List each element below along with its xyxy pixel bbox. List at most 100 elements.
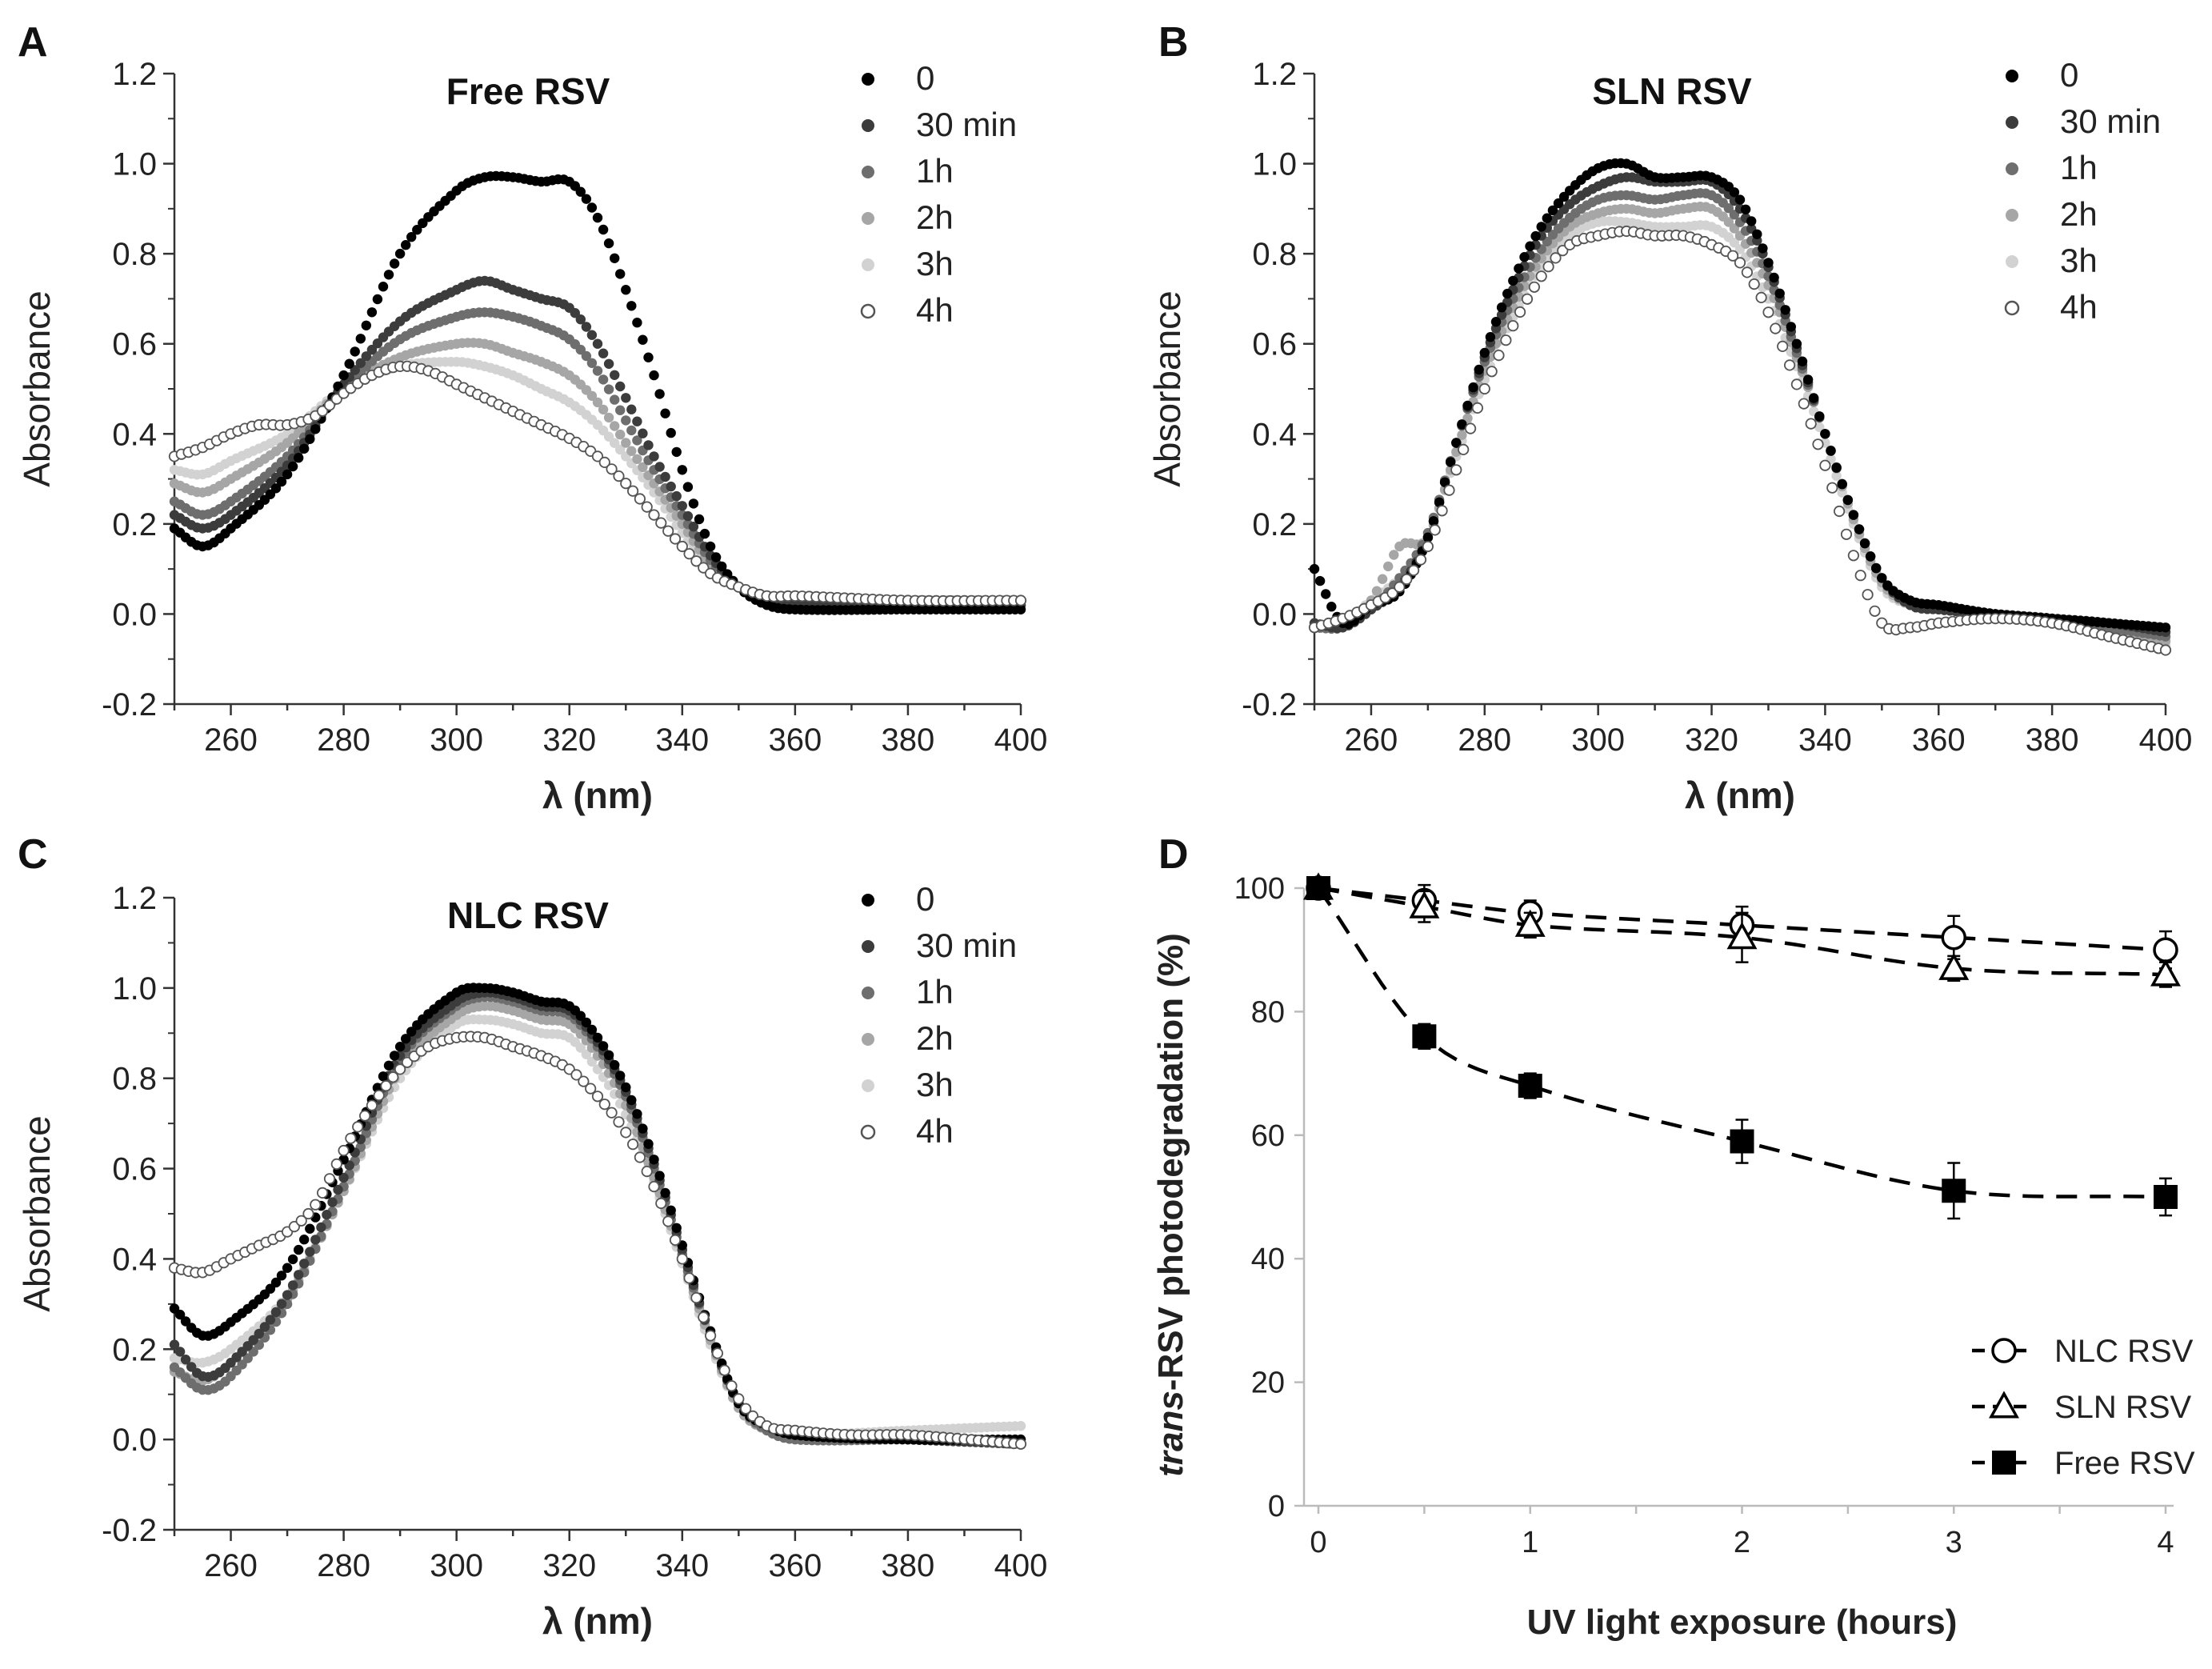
data-point	[688, 522, 699, 532]
data-point	[316, 405, 329, 417]
series-4h	[168, 1031, 1027, 1450]
data-point	[610, 438, 620, 448]
data-point	[412, 225, 422, 235]
data-point	[389, 258, 400, 269]
data-point	[1848, 510, 1859, 520]
data-point	[655, 1197, 667, 1210]
data-point	[299, 1259, 310, 1269]
data-point	[591, 1091, 604, 1103]
data-point	[598, 1041, 609, 1051]
data-point	[615, 444, 626, 455]
data-point	[621, 438, 631, 448]
panel-title: SLN RSV	[1592, 70, 1752, 112]
data-point	[1521, 293, 1534, 305]
x-axis-title: λ (nm)	[542, 774, 653, 816]
data-point	[606, 1107, 618, 1119]
data-point	[345, 1132, 357, 1144]
data-point	[1831, 462, 1842, 473]
data-point	[1462, 400, 1473, 411]
legend-label: 30 min	[916, 106, 1017, 143]
data-point	[615, 381, 626, 392]
data-point	[1820, 429, 1830, 439]
legend-label: 4h	[916, 1112, 954, 1150]
x-tick-label: 4	[2157, 1526, 2174, 1559]
data-point	[1451, 438, 1462, 448]
data-point	[323, 1173, 336, 1185]
legend-marker	[2004, 300, 2020, 316]
y-tick-label: 0.6	[112, 327, 157, 362]
data-point	[282, 469, 293, 480]
y-tick-label: 0.2	[1252, 507, 1297, 542]
y-tick-label: 1.2	[1252, 57, 1297, 92]
data-point	[380, 1080, 392, 1092]
data-point	[302, 1207, 314, 1220]
x-tick-label: 360	[768, 1548, 822, 1583]
data-point	[1519, 252, 1530, 262]
y-tick-label: 0.2	[112, 1332, 157, 1367]
data-point	[180, 1355, 191, 1365]
data-point	[1014, 1438, 1027, 1450]
series-3h	[169, 357, 1026, 606]
legend-label: 2h	[916, 198, 954, 236]
data-point	[671, 446, 682, 458]
data-point	[717, 561, 727, 572]
data-point	[620, 478, 632, 490]
data-point	[389, 1051, 400, 1061]
series-sln-rsv	[1303, 872, 2181, 988]
data-point	[174, 1309, 186, 1320]
legend-label: 3h	[916, 1066, 954, 1103]
legend-marker	[2006, 209, 2018, 222]
data-point	[1371, 586, 1382, 596]
data-point	[1306, 876, 1330, 900]
data-point	[310, 1235, 321, 1245]
y-axis-title: trans-RSV photodegradation (%)	[1151, 933, 1190, 1477]
data-point	[270, 1277, 282, 1288]
data-point	[1471, 402, 1484, 414]
data-point	[1877, 573, 1887, 583]
data-point	[1723, 217, 1734, 227]
data-point	[323, 399, 336, 411]
legend-marker	[862, 258, 874, 271]
y-tick-label: 1.2	[112, 57, 157, 92]
x-tick-label: 400	[2139, 722, 2193, 758]
data-point	[1871, 563, 1882, 574]
data-point	[610, 253, 620, 263]
data-point	[1859, 538, 1870, 549]
data-point	[330, 1158, 342, 1171]
data-point	[586, 1024, 598, 1035]
data-point	[1518, 1074, 1542, 1099]
data-point	[581, 1049, 592, 1060]
data-point	[372, 294, 383, 305]
legend-label: 1h	[916, 152, 954, 190]
data-point	[1468, 382, 1478, 393]
data-point	[1791, 338, 1802, 349]
legend-marker	[860, 303, 876, 319]
data-point	[355, 358, 366, 368]
data-point	[610, 394, 620, 405]
data-point	[626, 1095, 637, 1106]
data-point	[305, 434, 315, 444]
x-tick-label: 300	[430, 722, 483, 758]
data-point	[1414, 554, 1427, 566]
y-axis-title-rest: -RSV photodegradation (%)	[1151, 933, 1190, 1391]
data-point	[1479, 347, 1490, 358]
y-axis-title: Absorbance	[16, 290, 58, 487]
data-point	[592, 366, 603, 376]
data-point	[598, 456, 610, 469]
x-tick-label: 400	[994, 1548, 1048, 1583]
y-tick-label: 0.6	[112, 1152, 157, 1187]
data-point	[638, 428, 648, 438]
data-point	[606, 463, 618, 475]
data-point	[248, 1335, 258, 1346]
data-point	[671, 1223, 682, 1234]
data-point	[1542, 213, 1553, 223]
panel-d: 0 20 40 60 80 100 0 1 2 3 4 UV light exposure (hour…	[1151, 831, 2195, 1642]
data-point	[1486, 366, 1498, 378]
data-point	[394, 1042, 406, 1052]
x-tick-label: 260	[1345, 722, 1398, 758]
x-tick-label: 320	[1685, 722, 1738, 758]
x-tick-label: 300	[430, 1548, 483, 1583]
data-point	[1326, 602, 1337, 612]
panel-b: -0.2 0.0 0.2 0.4 0.6 0.8 1.0 1.2 260 280 300 320 340…	[1146, 19, 2192, 816]
data-point	[598, 224, 609, 235]
